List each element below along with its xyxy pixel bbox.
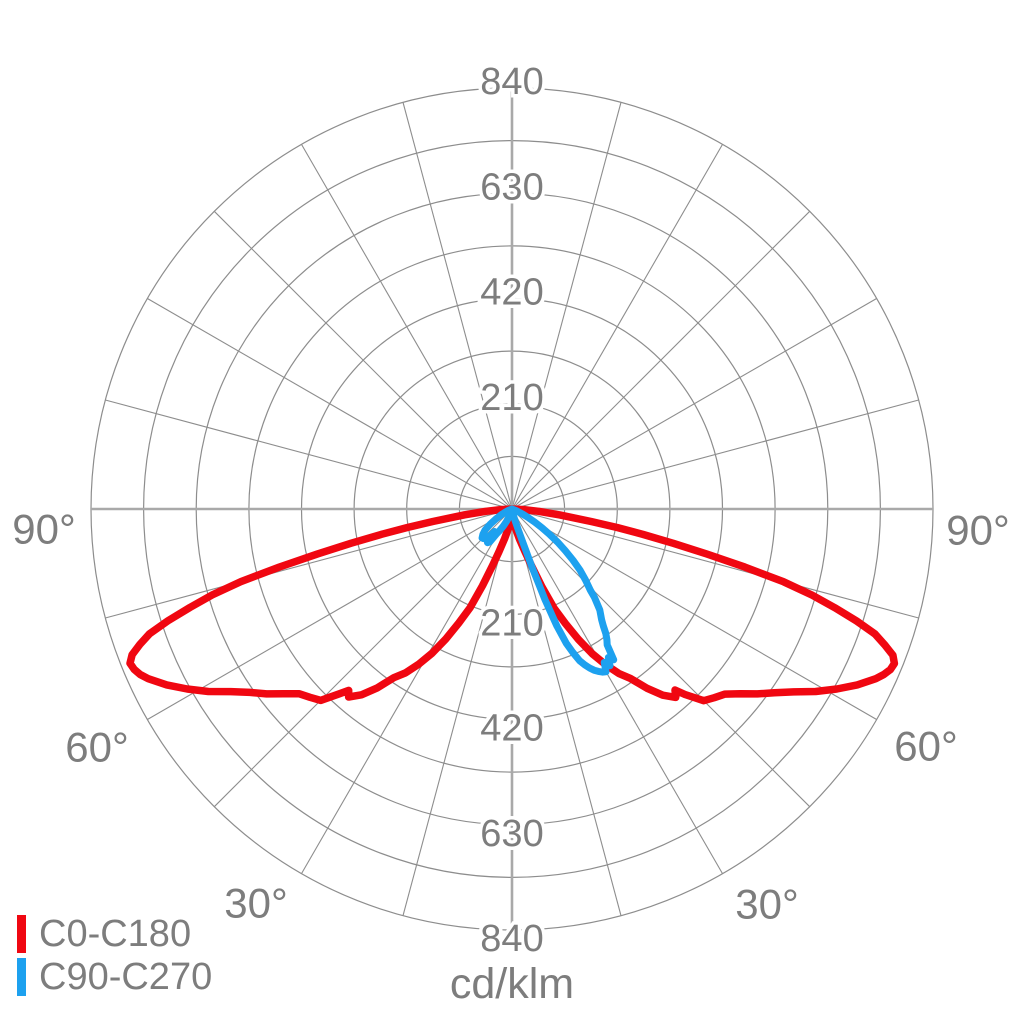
radial-tick-label-420-top: 420 (480, 272, 543, 314)
radial-tick-label-210-top: 210 (480, 377, 543, 419)
legend-label-c0-c180: C0-C180 (39, 912, 192, 955)
polar-grid-spoke (511, 399, 919, 510)
angle-label-right-90: 90° (946, 507, 1010, 554)
polar-grid-spoke (511, 508, 622, 916)
polar-grid-spoke (301, 508, 513, 874)
polar-grid-spoke (511, 508, 723, 874)
legend-item-c90-c270: C90-C270 (17, 955, 212, 998)
units-label: cd/klm (449, 960, 575, 1008)
legend-swatch-red (17, 914, 26, 953)
angle-label-left-90: 90° (12, 506, 76, 553)
angle-label-right-60: 60° (894, 723, 958, 770)
legend-label-c90-c270: C90-C270 (39, 955, 213, 998)
polar-grid-spoke (105, 399, 513, 510)
polar-grid-spoke (301, 144, 513, 510)
polar-grid-spoke (213, 508, 513, 808)
polar-grid-spoke (147, 298, 513, 510)
radial-tick-label-630-top: 630 (480, 166, 543, 208)
polar-grid-spoke (511, 298, 877, 510)
radial-tick-label-840-top: 840 (480, 61, 543, 103)
legend-swatch-blue (17, 957, 26, 996)
polar-grid-spoke (511, 144, 723, 510)
polar-grid-spoke (511, 508, 919, 619)
radial-tick-label-420-bottom: 420 (480, 708, 543, 750)
radial-tick-label-210-bottom: 210 (480, 602, 543, 644)
polar-grid-spoke (147, 508, 513, 720)
radial-tick-label-630-bottom: 630 (480, 813, 543, 855)
polar-grid-spoke (402, 102, 513, 510)
polar-grid-spoke (402, 508, 513, 916)
angle-label-left-60: 60° (65, 724, 129, 771)
polar-grid-spoke (511, 508, 877, 720)
c90-c270-curve (478, 505, 618, 676)
polar-grid-spoke (511, 102, 622, 510)
polar-grid-spoke (213, 210, 513, 510)
radial-tick-label-840-bottom: 840 (480, 918, 543, 960)
angle-label-left-30: 30° (224, 880, 288, 927)
legend: C0-C180 C90-C270 (17, 912, 212, 998)
polar-grid-spoke (511, 210, 811, 510)
angle-label-right-30: 30° (735, 881, 799, 928)
legend-item-c0-c180: C0-C180 (17, 912, 212, 955)
polar-grid-spoke (511, 508, 811, 808)
polar-grid-spoke (105, 508, 513, 619)
